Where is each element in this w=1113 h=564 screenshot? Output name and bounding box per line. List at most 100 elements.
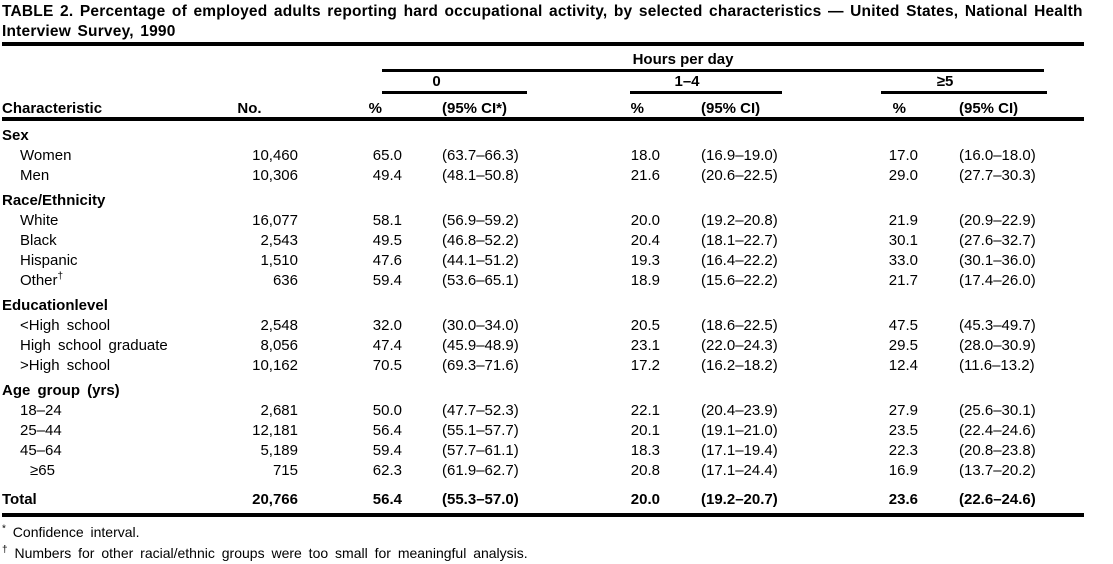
- cell-ci-1-4: (18.1–22.7): [701, 232, 778, 249]
- characteristic-row: Men 10,306 49.4 (48.1–50.8) 21.6 (20.6–22.5) 2…: [2, 166, 1084, 186]
- col-header-pct-ge5: %: [818, 94, 918, 121]
- col-header-no: No.: [207, 94, 300, 121]
- cell-no: 636: [272, 272, 298, 289]
- characteristic-label: Black: [20, 232, 57, 249]
- cell-pct-1-4: 18.0: [630, 147, 660, 164]
- cell-pct-0: 47.6: [372, 252, 402, 269]
- characteristic-row: 25–44 12,181 56.4 (55.1–57.7) 20.1 (19.1–21.0…: [2, 421, 1084, 441]
- col-header-pct-0: %: [300, 94, 402, 121]
- cell-ci-ge5: (16.0–18.0): [959, 147, 1036, 164]
- cell-no: 16,077: [252, 212, 298, 229]
- col-header-characteristic: Characteristic: [2, 94, 207, 121]
- cell-no: 10,306: [252, 167, 298, 184]
- cell-ci-ge5: (13.7–20.2): [959, 462, 1036, 479]
- cell-pct-ge5: 29.5: [888, 337, 918, 354]
- column-header-row: Characteristic No. % (95% CI*) % (95% CI…: [2, 94, 1085, 121]
- cell-ci-0: (61.9–62.7): [442, 462, 519, 479]
- col-header-ci-ge5: (95% CI): [918, 94, 1085, 121]
- characteristic-label: Women: [20, 147, 72, 164]
- cell-no: 2,543: [260, 232, 298, 249]
- col-header-ci-1-4: (95% CI): [660, 94, 818, 121]
- group-spacer: [2, 72, 300, 94]
- cell-pct-ge5: 21.9: [888, 212, 918, 229]
- cell-pct-0: 58.1: [372, 212, 402, 229]
- cell-ci-1-4: (19.2–20.7): [660, 481, 818, 517]
- characteristic-label: 25–44: [20, 422, 62, 439]
- cell-ci-ge5: (20.9–22.9): [959, 212, 1036, 229]
- cell-ci-1-4: (20.6–22.5): [701, 167, 778, 184]
- cell-ci-1-4: (16.2–18.2): [701, 357, 778, 374]
- cell-no: 8,056: [260, 337, 298, 354]
- cell-pct-1-4: 20.1: [630, 422, 660, 439]
- total-label: Total: [2, 481, 207, 517]
- section-header: Educationlevel: [2, 297, 108, 314]
- spanner-spacer: [2, 46, 300, 72]
- cell-ci-ge5: (28.0–30.9): [959, 337, 1036, 354]
- characteristic-label: High school graduate: [20, 337, 168, 354]
- group-1-4-cell: 1–4: [562, 72, 818, 94]
- cell-ci-ge5: (22.6–24.6): [918, 481, 1085, 517]
- cell-ci-1-4: (19.1–21.0): [701, 422, 778, 439]
- section-header-row: Educationlevel: [2, 291, 1084, 316]
- cell-ci-0: (56.9–59.2): [442, 212, 519, 229]
- cell-pct-1-4: 20.0: [630, 212, 660, 229]
- cell-ci-1-4: (18.6–22.5): [701, 317, 778, 334]
- section-header-row: Race/Ethnicity: [2, 186, 1084, 211]
- group-header-row: 0 1–4 ≥5: [2, 72, 1084, 94]
- cell-pct-1-4: 19.3: [630, 252, 660, 269]
- footnote-text: Confidence interval.: [12, 524, 140, 540]
- cell-pct-ge5: 22.3: [888, 442, 918, 459]
- cell-pct-1-4: 20.4: [630, 232, 660, 249]
- cell-ci-0: (47.7–52.3): [442, 402, 519, 419]
- cell-pct-0: 47.4: [372, 337, 402, 354]
- cell-ci-0: (53.6–65.1): [442, 272, 519, 289]
- section-header: Race/Ethnicity: [2, 192, 106, 209]
- characteristic-row: 45–64 5,189 59.4 (57.7–61.1) 18.3 (17.1–19.4)…: [2, 441, 1084, 461]
- characteristic-row: ≥65 715 62.3 (61.9–62.7) 20.8 (17.1–24.4) 16.9…: [2, 461, 1084, 481]
- cell-no: 10,460: [252, 147, 298, 164]
- cell-pct-0: 59.4: [372, 272, 402, 289]
- cell-no: 5,189: [260, 442, 298, 459]
- cell-no: 12,181: [252, 422, 298, 439]
- cell-ci-ge5: (27.6–32.7): [959, 232, 1036, 249]
- characteristic-label: ≥65: [30, 462, 55, 479]
- cell-no: 1,510: [260, 252, 298, 269]
- cell-pct-0: 49.5: [372, 232, 402, 249]
- cell-pct-ge5: 21.7: [888, 272, 918, 289]
- cell-pct-0: 49.4: [372, 167, 402, 184]
- cell-pct-ge5: 23.6: [818, 481, 918, 517]
- characteristic-row: Women 10,460 65.0 (63.7–66.3) 18.0 (16.9–19.0…: [2, 146, 1084, 166]
- cell-pct-1-4: 20.0: [562, 481, 660, 517]
- footnote-text: Numbers for other racial/ethnic groups w…: [14, 545, 528, 561]
- cell-pct-ge5: 12.4: [888, 357, 918, 374]
- dagger-marker: †: [2, 544, 8, 556]
- characteristic-row: Black 2,543 49.5 (46.8–52.2) 20.4 (18.1–22.7)…: [2, 231, 1084, 251]
- group-0-label: 0: [382, 72, 527, 94]
- characteristic-label: >High school: [20, 357, 111, 374]
- cell-pct-1-4: 23.1: [630, 337, 660, 354]
- table-title: TABLE 2. Percentage of employed adults r…: [2, 2, 1084, 46]
- cell-ci-0: (44.1–51.2): [442, 252, 519, 269]
- cell-ci-1-4: (20.4–23.9): [701, 402, 778, 419]
- footnotes: * Confidence interval. † Numbers for oth…: [2, 517, 1088, 564]
- cell-pct-0: 70.5: [372, 357, 402, 374]
- cell-ci-0: (30.0–34.0): [442, 317, 519, 334]
- cell-ci-ge5: (45.3–49.7): [959, 317, 1036, 334]
- cell-ci-0: (48.1–50.8): [442, 167, 519, 184]
- characteristic-row: 18–24 2,681 50.0 (47.7–52.3) 22.1 (20.4–23.9)…: [2, 401, 1084, 421]
- hours-per-day-header: Hours per day: [382, 50, 1045, 72]
- cell-pct-1-4: 17.2: [630, 357, 660, 374]
- cell-pct-0: 56.4: [372, 422, 402, 439]
- cell-ci-1-4: (16.9–19.0): [701, 147, 778, 164]
- cell-pct-ge5: 27.9: [888, 402, 918, 419]
- cell-ci-1-4: (17.1–24.4): [701, 462, 778, 479]
- table-2-page: TABLE 2. Percentage of employed adults r…: [2, 2, 1088, 564]
- cell-ci-0: (45.9–48.9): [442, 337, 519, 354]
- cell-pct-0: 56.4: [300, 481, 402, 517]
- cell-ci-ge5: (27.7–30.3): [959, 167, 1036, 184]
- hours-spanner-cell: Hours per day: [300, 46, 1084, 72]
- footnote-other-groups: † Numbers for other racial/ethnic groups…: [2, 543, 1088, 564]
- cell-pct-1-4: 18.3: [630, 442, 660, 459]
- characteristic-label: 45–64: [20, 442, 62, 459]
- cell-ci-ge5: (25.6–30.1): [959, 402, 1036, 419]
